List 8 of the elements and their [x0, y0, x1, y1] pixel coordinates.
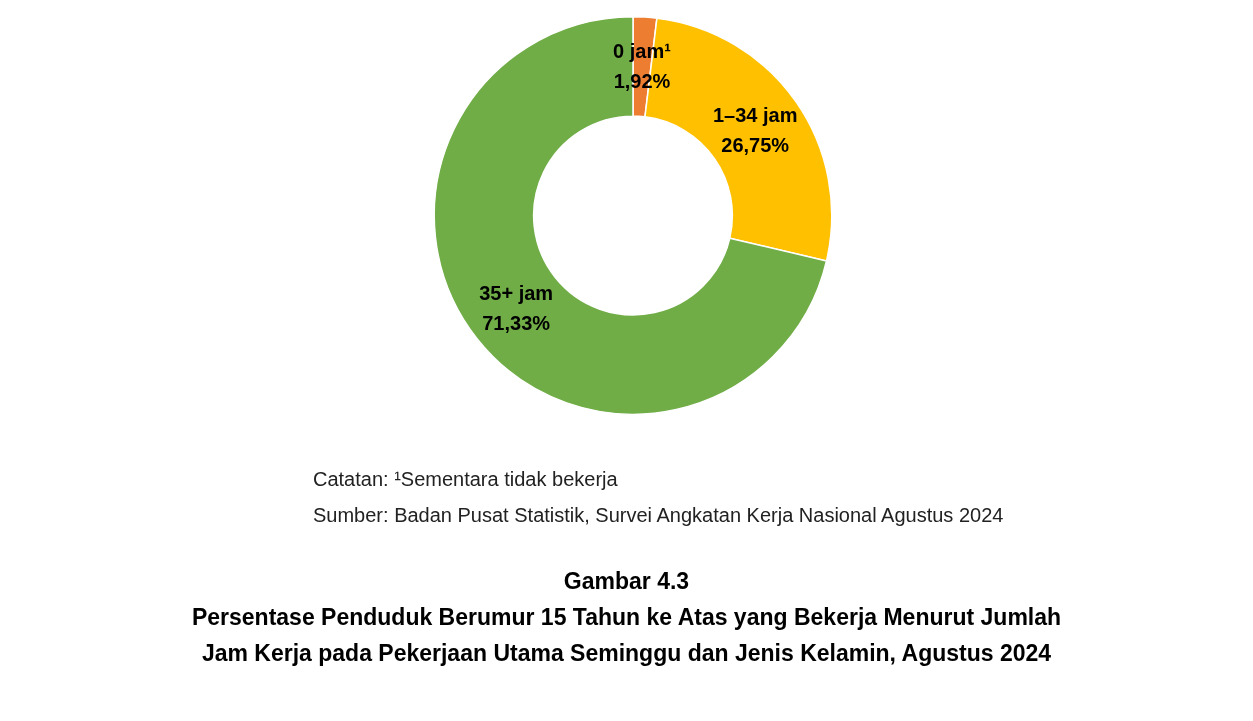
slice-label: 35+ jam: [479, 281, 554, 304]
data-label: 71,33%: [482, 311, 551, 334]
text: Persentase Penduduk Berumur 15 Tahun ke Atas yang Bekerja Menurut Jumlah Jam Kerja pada Pekerjaan Utama Seminggu dan Jenis Kelamin, Agustus 2024: [190, 603, 1063, 668]
text: Sumber: Badan Pusat Statistik, Survei Angkatan Kerja Nasional Agustus 2024: [313, 503, 1005, 528]
data-label: 26,75%: [721, 133, 790, 156]
text: Catatan: ¹Sementara tidak bekerja: [313, 467, 619, 492]
slice-label: 1–34 jam: [712, 103, 798, 126]
text: Gambar 4.3: [562, 567, 691, 596]
